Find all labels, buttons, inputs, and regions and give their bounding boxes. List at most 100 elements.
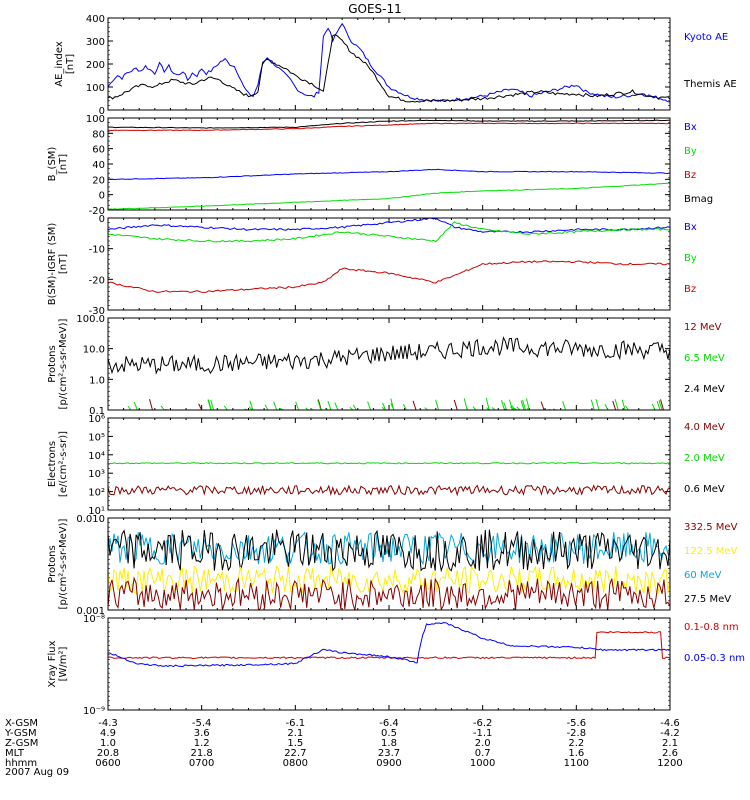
footer-value: 1100 <box>563 758 590 769</box>
flux-dash <box>520 400 525 410</box>
flux-dash <box>390 403 395 410</box>
footer-value: 1.6 <box>568 748 585 759</box>
footer-value: 23.7 <box>377 748 401 759</box>
footer-value: -4.3 <box>98 718 118 729</box>
panel-bsm_igrf: -30 -20 -10 0 B(SM)-IGRF (SM)[nT] Bx By Bz <box>47 214 697 317</box>
y-tick-label: 100 <box>86 114 105 125</box>
footer-value: -5.4 <box>191 718 212 729</box>
flux-dash <box>624 405 629 410</box>
footer-row-label: hhmm <box>5 758 38 769</box>
series-line-by <box>108 182 670 210</box>
legend-label: By <box>684 146 697 157</box>
y-tick-label: 10¹ <box>88 506 105 517</box>
flux-dash <box>511 405 516 410</box>
footer-value: 0.7 <box>474 748 491 759</box>
legend-label: 27.5 MeV <box>684 594 731 605</box>
y-axis-label: Xray Flux[W/m²] <box>47 640 69 687</box>
series-line-122-5-mev <box>108 565 670 595</box>
y-tick-label: 10⁴ <box>88 451 105 462</box>
footer-value: 0700 <box>188 758 215 769</box>
y-tick-label: 100.0 <box>76 314 105 325</box>
footer-value: 3.6 <box>193 728 210 739</box>
flux-dash <box>317 399 322 410</box>
flux-dash <box>485 397 490 410</box>
y-tick-label: 0.010 <box>76 514 105 525</box>
legend-label: 2.0 MeV <box>684 453 725 464</box>
y-tick-label: 100 <box>86 83 105 94</box>
y-tick-label: 80 <box>92 129 105 140</box>
panel-frame <box>107 617 671 711</box>
flux-dash <box>522 399 526 410</box>
footer-value: 4.9 <box>100 728 116 739</box>
series-line-0-6-mev <box>108 484 670 497</box>
y-axis-label: B(SM)-IGRF (SM)[nT] <box>47 223 69 306</box>
legend-label: Bmag <box>684 194 713 205</box>
legend-label: 2.4 MeV <box>684 384 725 395</box>
panel-frame <box>107 517 671 611</box>
footer-value: 1.0 <box>100 738 116 749</box>
footer-value: 2.2 <box>568 738 585 749</box>
flux-dash <box>198 403 203 410</box>
flux-dash <box>612 400 617 410</box>
flux-dash <box>501 399 505 410</box>
legend-label: 0.1-0.8 nm <box>684 622 739 633</box>
y-tick-label: 10⁻⁸ <box>83 614 105 625</box>
series-line-0-05-0-3-nm <box>108 622 670 668</box>
flux-dash <box>223 405 228 410</box>
flux-dash <box>621 399 626 410</box>
legend-label: Bx <box>684 222 697 233</box>
legend-label: 6.5 MeV <box>684 353 725 364</box>
footer-value: -4.2 <box>660 728 680 739</box>
legend-label: 12 MeV <box>684 322 722 333</box>
flux-dash <box>149 398 153 410</box>
legend-label: Bz <box>684 170 696 181</box>
y-tick-label: -20 <box>89 275 105 286</box>
series-group <box>108 529 670 610</box>
flux-dash <box>503 402 508 410</box>
series-line-27-5-mev <box>108 529 670 573</box>
flux-dash <box>562 401 567 410</box>
y-tick-label: 20 <box>92 175 105 186</box>
legend-label: 0.6 MeV <box>684 484 725 495</box>
footer-row-label: Y-GSM <box>5 728 37 739</box>
flux-dash <box>508 399 513 410</box>
flux-dash <box>540 401 545 410</box>
flux-dash <box>273 401 278 410</box>
y-axis-label: B_(SM)[nT] <box>47 147 69 182</box>
footer-value: 1.5 <box>287 738 304 749</box>
legend-label: 122.5 MeV <box>684 546 738 557</box>
flux-dash <box>660 399 664 410</box>
chart-title: GOES-11 <box>348 2 402 16</box>
flux-dash <box>516 406 521 410</box>
panel-bsm: -20 0 20 40 60 80 100 B_(SM)[nT] Bx By Bz Bmag <box>47 114 713 217</box>
footer-value: 2.1 <box>662 738 678 749</box>
series-line-2-0-mev <box>108 462 670 465</box>
footer-value: -2.8 <box>566 728 587 739</box>
y-axis-label: Protons[p/(cm²-s-sr-MeV)] <box>47 318 69 409</box>
legend-label: Bz <box>684 284 696 295</box>
y-tick-label: 10.0 <box>83 345 105 356</box>
series-group <box>108 336 670 410</box>
footer-value: 0900 <box>376 758 402 769</box>
y-tick-label: 10⁻⁹ <box>83 706 105 717</box>
flux-dash <box>525 398 530 410</box>
panel-frame <box>107 17 671 111</box>
footer-value: 0.5 <box>381 728 397 739</box>
legend-label: Kyoto AE <box>684 32 728 43</box>
y-tick-label: 200 <box>86 60 105 71</box>
panel-frame <box>107 317 671 411</box>
y-tick-label: 0.1 <box>89 406 105 417</box>
flux-dash <box>604 404 609 410</box>
footer-value: 1200 <box>657 758 683 769</box>
footer-value: -5.6 <box>566 718 587 729</box>
flux-dash <box>658 400 663 410</box>
y-tick-label: 10⁵ <box>88 432 105 443</box>
flux-dash <box>595 399 600 410</box>
series-group <box>108 218 670 293</box>
y-tick-label: 10⁶ <box>88 414 105 425</box>
y-tick-label: 0 <box>99 191 105 202</box>
series-line-themis-ae <box>108 34 670 103</box>
panel-ae: 0 100 200 300 400 AE_index[nT] Kyoto AE Themis … <box>54 14 737 117</box>
y-tick-label: 60 <box>92 145 105 156</box>
